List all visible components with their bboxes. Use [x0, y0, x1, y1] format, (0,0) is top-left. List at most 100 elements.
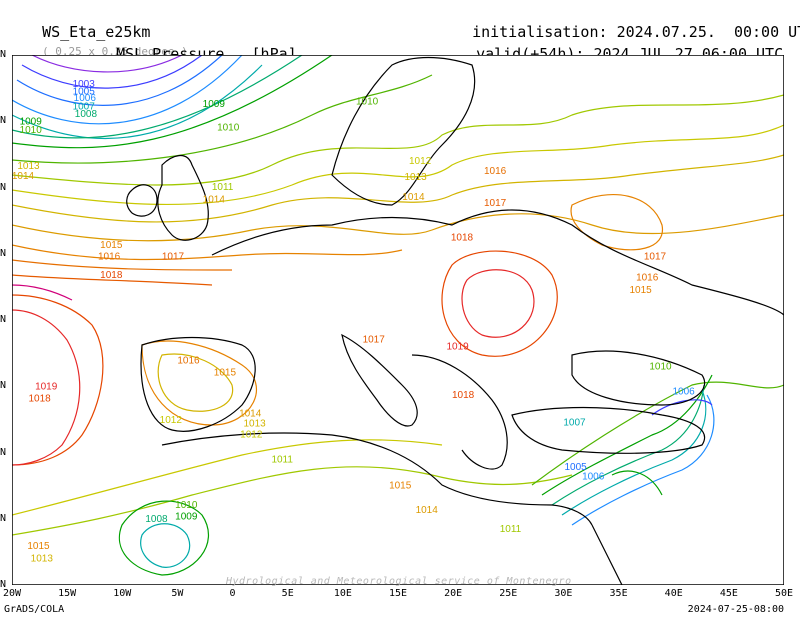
isobar-value-label: 1016 [636, 272, 659, 283]
isobar-value-label: 1016 [177, 355, 200, 366]
isobar-value-label: 1014 [239, 409, 262, 420]
isobar-line [12, 94, 784, 186]
coastline-balkans [411, 354, 508, 470]
isobar-line [12, 74, 433, 164]
coastline-italy [341, 333, 418, 427]
y-tick-label: N [0, 49, 7, 60]
isobar-line [12, 466, 573, 536]
isobar-line [12, 55, 303, 139]
init-time: initialisation: 2024.07.25. 00:00 UTC [454, 5, 800, 41]
x-tick-label: 20E [444, 588, 463, 599]
x-tick-label: 15W [58, 588, 77, 599]
coastline-north-africa [161, 432, 593, 526]
isobar-value-label: 1013 [17, 161, 40, 172]
isobar-value-label: 1007 [73, 102, 96, 113]
isobar-value-label: 1011 [212, 182, 234, 193]
isobar-value-label: 1014 [416, 505, 439, 516]
isobar-value-label: 1006 [672, 386, 695, 397]
isobar-value-label: 1006 [582, 472, 605, 483]
isobar-value-label: 1009 [20, 116, 43, 127]
isobar-line [12, 259, 233, 271]
isobar-value-label: 1017 [484, 198, 507, 209]
isobar-line [12, 213, 784, 242]
isobar-line [141, 340, 257, 426]
isobar-value-label: 1015 [27, 541, 50, 552]
x-tick-label: 5W [171, 588, 184, 599]
footer-software: GrADS/COLA [4, 604, 65, 615]
isobar-value-label: 1014 [203, 194, 226, 205]
isobar-line [441, 250, 558, 357]
x-tick-label: 5E [281, 588, 294, 599]
footer-timestamp: 2024-07-25-08:00 [687, 604, 784, 615]
isobar-value-label: 1012 [240, 430, 263, 441]
x-tick-label: 25E [499, 588, 518, 599]
isobar-value-label: 1015 [100, 240, 123, 251]
isobar-value-label: 1007 [563, 417, 586, 428]
isobar-value-label: 1009 [203, 99, 226, 110]
init-value: 2024.07.25. 00:00 UTC [616, 23, 800, 41]
isobar-line [12, 274, 213, 286]
watermark: Hydrological and Meteorological service … [226, 576, 572, 587]
isobar-value-label: 1011 [271, 454, 293, 465]
isobar-line [16, 55, 223, 106]
coastline-turkey [511, 406, 706, 454]
isobar-line [12, 284, 73, 301]
isobar-value-label: 1016 [484, 166, 507, 177]
isobar-value-label: 1003 [73, 79, 96, 90]
x-tick-label: 30E [554, 588, 573, 599]
y-tick-label: N [0, 314, 7, 325]
coastline-britain [157, 155, 209, 241]
isobar-value-label: 1015 [389, 480, 412, 491]
isobar-value-label: 1013 [404, 172, 427, 183]
isobar-value-label: 1015 [629, 285, 652, 296]
isobar-value-label: 1017 [363, 334, 386, 345]
init-label: initialisation: [472, 23, 608, 41]
coastline-ireland [126, 184, 158, 217]
isobar-line [12, 64, 263, 139]
y-tick-label: N [0, 247, 7, 259]
x-tick-label: 35E [609, 588, 628, 599]
isobar-line [12, 154, 784, 223]
isobar-value-label: 1012 [160, 415, 183, 426]
isobar-value-label: 1017 [162, 251, 185, 262]
y-tick-label: N [0, 512, 7, 524]
isobar-value-label: 1018 [452, 390, 475, 401]
y-tick-label: N [0, 115, 7, 127]
coastline-black-sea [571, 350, 706, 406]
isobar-line [140, 523, 191, 568]
x-tick-label: 50E [774, 588, 794, 599]
x-tick-label: 10W [113, 588, 132, 599]
isobar-line [551, 384, 705, 506]
isobar-line [461, 269, 535, 338]
coastline-europe [211, 209, 784, 316]
isobar-value-label: 1010 [356, 97, 379, 108]
isobar-line [21, 55, 203, 89]
isobar-value-label: 1017 [644, 251, 667, 262]
isobar-line [157, 353, 234, 412]
x-tick-label: 10E [333, 588, 352, 599]
coastline-scandinavia [331, 56, 476, 206]
isobar-line [118, 500, 209, 576]
isobar-line [531, 381, 784, 486]
model-name: WS_Eta_e25km [42, 23, 151, 41]
isobar-value-label: 1018 [451, 233, 474, 244]
isobar-line [31, 55, 183, 73]
isobar-value-label: 1005 [73, 87, 96, 98]
isobar-value-label: 1010 [649, 362, 672, 373]
isobar-value-label: 1009 [175, 511, 198, 522]
coastlines [126, 56, 784, 585]
isobar-line [571, 394, 715, 526]
coastline-red-sea [591, 524, 623, 585]
isobar-value-label: 1019 [446, 342, 469, 353]
isobar-line [12, 55, 333, 149]
y-tick-label: N [0, 579, 7, 590]
isobar-value-label: 1014 [12, 171, 35, 182]
isobar-value-label: 1012 [409, 156, 432, 167]
map-background [12, 55, 784, 585]
isobar-value-label: 1005 [564, 462, 587, 473]
isobar-line [12, 244, 403, 261]
y-tick-label: N [0, 380, 7, 392]
isobar-value-label: 1014 [402, 192, 425, 203]
